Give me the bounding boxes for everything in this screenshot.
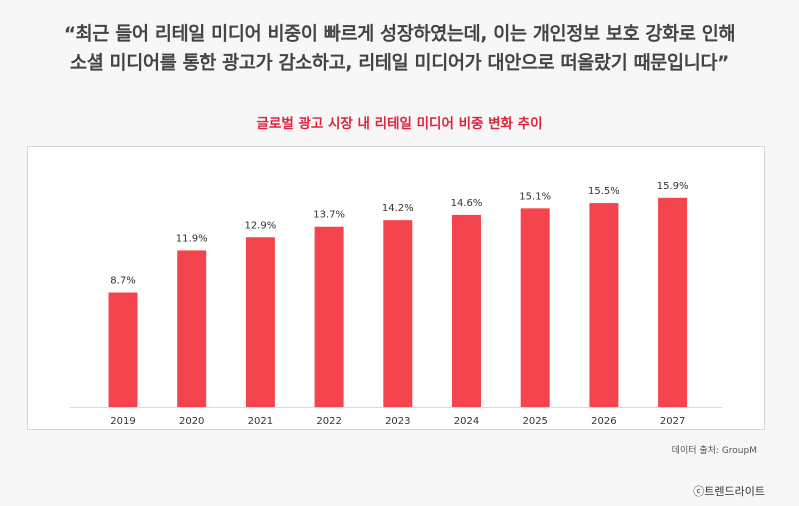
x-tick-label-2023: 2023 [385, 416, 410, 427]
bar-chart: 8.7% 2019 11.9% 2020 12.9% 2021 13.7% 2022 14.2%… [70, 181, 722, 427]
bar-2023 [383, 220, 413, 407]
quote-line-2: 소셜 미디어를 통한 광고가 감소하고, 리테일 미디어가 대안으로 떠올랐기 … [69, 53, 730, 74]
data-label-2024: 14.6% [451, 198, 483, 209]
headline-quote: “최근 들어 리테일 미디어 비중이 빠르게 성장하였는데, 이는 개인정보 보… [0, 20, 799, 78]
bar-2027 [658, 197, 688, 407]
bar-2024 [452, 214, 481, 407]
data-label-2020: 11.9% [176, 233, 208, 244]
x-tick-label-2025: 2025 [522, 416, 547, 427]
data-label-2025: 15.1% [519, 191, 551, 202]
x-tick-label-2020: 2020 [179, 416, 204, 427]
x-tick-label-2027: 2027 [660, 416, 685, 427]
data-label-2021: 12.9% [245, 220, 277, 231]
bar-2026 [589, 203, 619, 407]
data-label-2027: 15.9% [657, 181, 689, 192]
bar-2019 [108, 292, 138, 407]
data-label-2023: 14.2% [382, 203, 414, 214]
x-tick-label-2026: 2026 [591, 416, 616, 427]
bar-2025 [520, 208, 550, 407]
bar-2022 [314, 226, 344, 407]
x-tick-label-2021: 2021 [248, 416, 273, 427]
bar-2020 [177, 250, 207, 407]
chart-panel: 8.7% 2019 11.9% 2020 12.9% 2021 13.7% 2022 14.2%… [27, 146, 765, 430]
quote-line-1: “최근 들어 리테일 미디어 비중이 빠르게 성장하였는데, 이는 개인정보 보… [63, 24, 736, 45]
data-label-2019: 8.7% [110, 276, 135, 287]
data-label-2026: 15.5% [588, 186, 620, 197]
copyright-credit: ⓒ트렌드라이트 [693, 485, 765, 498]
data-source: 데이터 출처: GroupM [671, 446, 757, 456]
data-label-2022: 13.7% [313, 210, 345, 221]
x-tick-label-2019: 2019 [110, 416, 135, 427]
x-tick-label-2022: 2022 [316, 416, 341, 427]
bar-2021 [245, 237, 275, 407]
x-tick-label-2024: 2024 [454, 416, 479, 427]
chart-title: 글로벌 광고 시장 내 리테일 미디어 비중 변화 추이 [256, 116, 543, 132]
